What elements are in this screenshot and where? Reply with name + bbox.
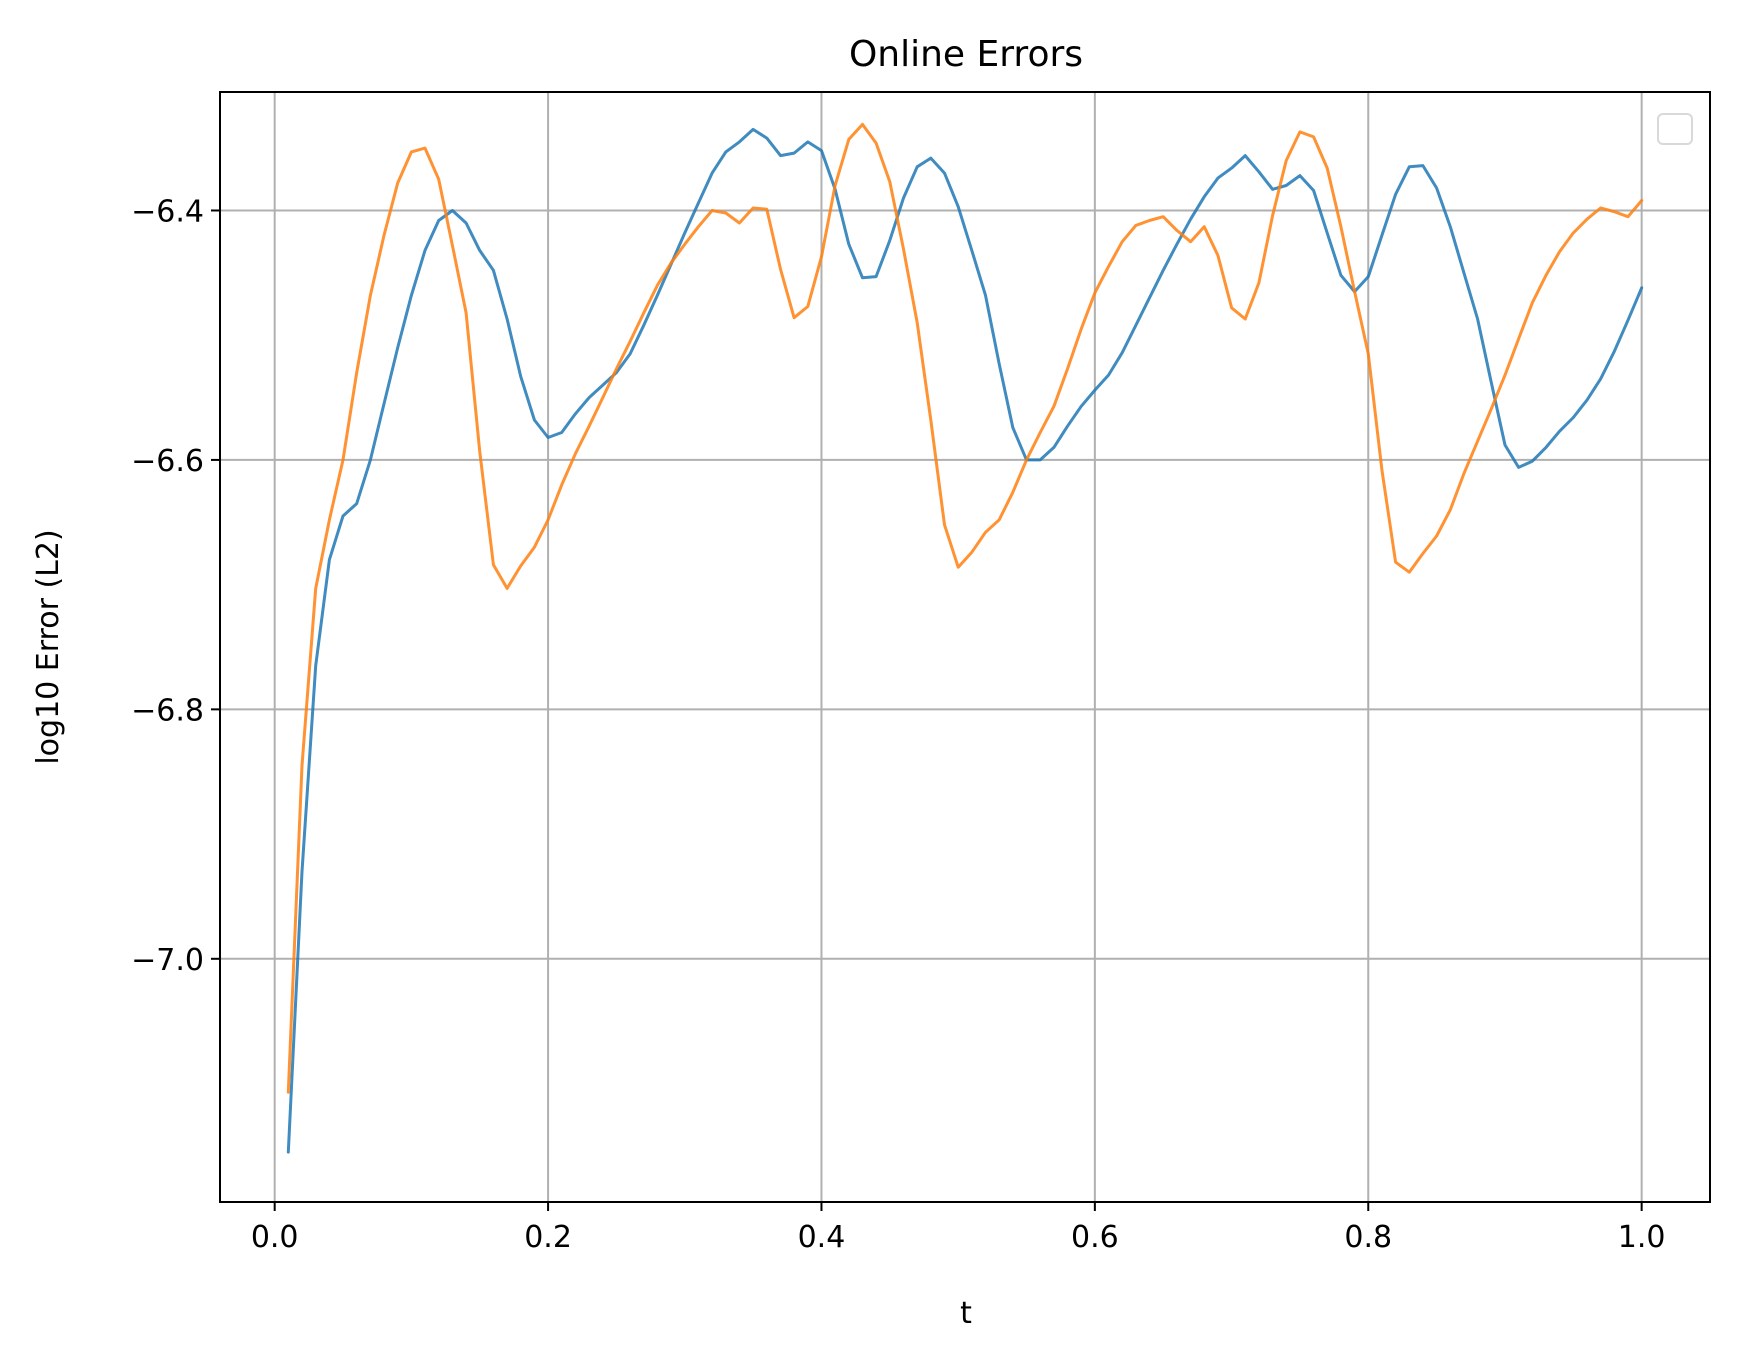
grid xyxy=(220,92,1710,1202)
x-axis-label: t xyxy=(960,1296,972,1331)
x-tick-label: 0.8 xyxy=(1344,1220,1392,1255)
x-axis: 0.0 0.2 0.4 0.6 0.8 1.0 xyxy=(251,1202,1666,1255)
plot-frame xyxy=(219,91,1711,1203)
y-tick-label: −6.6 xyxy=(131,444,204,479)
legend-box xyxy=(1657,113,1693,145)
y-tick-label: −6.8 xyxy=(131,693,204,728)
series-group xyxy=(286,122,1644,1154)
y-axis: −7.0 −6.8 −6.6 −6.4 xyxy=(131,194,220,978)
y-axis-label: log10 Error (L2) xyxy=(31,529,66,764)
y-tick-label: −6.4 xyxy=(131,194,204,229)
series-line-2 xyxy=(286,122,1644,1094)
chart-title: Online Errors xyxy=(849,34,1083,75)
x-tick-label: 0.0 xyxy=(251,1220,299,1255)
x-tick-label: 0.4 xyxy=(798,1220,846,1255)
x-tick-label: 1.0 xyxy=(1618,1220,1666,1255)
x-tick-label: 0.6 xyxy=(1071,1220,1119,1255)
x-tick-label: 0.2 xyxy=(524,1220,572,1255)
y-tick-label: −7.0 xyxy=(131,943,204,978)
series-line-1 xyxy=(286,127,1644,1154)
